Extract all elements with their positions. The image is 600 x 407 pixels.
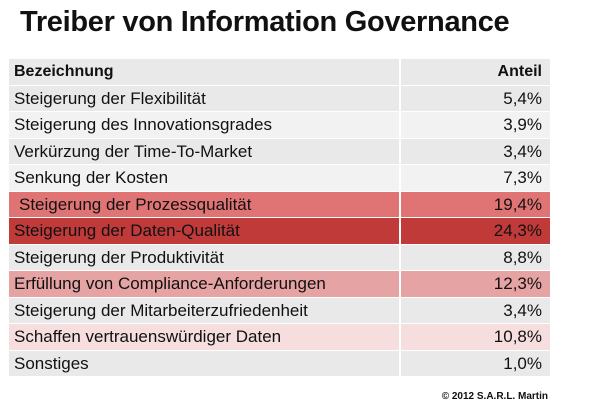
row-label: Verkürzung der Time-To-Market	[9, 138, 401, 164]
row-value: 3,9%	[503, 115, 542, 134]
data-table: Bezeichnung Anteil Steigerung der Flexib…	[9, 59, 550, 377]
table-row: Steigerung des Innovationsgrades 3,9%	[9, 112, 550, 139]
table-row-highlight: Schaffen vertrauenswürdiger Daten 10,8%	[9, 324, 550, 351]
row-value: 12,3%	[493, 274, 542, 293]
row-value: 1,0%	[503, 353, 542, 373]
table-row: Sonstiges 1,0%	[9, 350, 550, 377]
copyright-notice: © 2012 S.A.R.L. Martin	[441, 391, 548, 402]
row-label: Senkung der Kosten	[9, 165, 401, 191]
row-label: Steigerung der Prozessqualität	[9, 191, 401, 217]
table-row-highlight: Steigerung der Daten-Qualität 24,3%	[9, 218, 550, 245]
row-label: Steigerung des Innovationsgrades	[9, 112, 401, 138]
table-row: Verkürzung der Time-To-Market 3,4%	[9, 138, 550, 165]
row-label: Steigerung der Mitarbeiterzufriedenheit	[9, 297, 401, 323]
table-row: Steigerung der Mitarbeiterzufriedenheit …	[9, 297, 550, 324]
row-value: 10,8%	[493, 327, 542, 346]
row-value: 3,4%	[503, 141, 542, 161]
table-row: Steigerung der Flexibilität 5,4%	[9, 85, 550, 112]
column-header-anteil: Anteil	[497, 63, 542, 80]
table-row: Senkung der Kosten 7,3%	[9, 165, 550, 192]
table-row-highlight: Erfüllung von Compliance-Anforderungen 1…	[9, 271, 550, 298]
page-title: Treiber von Information Governance	[20, 6, 510, 38]
row-label: Steigerung der Daten-Qualität	[9, 218, 401, 244]
table-header-row: Bezeichnung Anteil	[9, 59, 550, 86]
row-label: Steigerung der Produktivität	[9, 244, 401, 270]
row-value: 19,4%	[493, 194, 542, 214]
row-value: 5,4%	[503, 88, 542, 108]
row-label: Sonstiges	[9, 350, 401, 376]
column-header-bezeichnung: Bezeichnung	[9, 59, 401, 85]
row-value: 24,3%	[493, 221, 542, 240]
table-row-highlight: Steigerung der Prozessqualität 19,4%	[9, 191, 550, 218]
table-row: Steigerung der Produktivität 8,8%	[9, 244, 550, 271]
row-label: Erfüllung von Compliance-Anforderungen	[9, 271, 401, 297]
row-label: Steigerung der Flexibilität	[9, 85, 401, 111]
row-value: 7,3%	[503, 168, 542, 187]
row-value: 3,4%	[503, 300, 542, 320]
row-label: Schaffen vertrauenswürdiger Daten	[9, 324, 401, 350]
row-value: 8,8%	[503, 247, 542, 267]
